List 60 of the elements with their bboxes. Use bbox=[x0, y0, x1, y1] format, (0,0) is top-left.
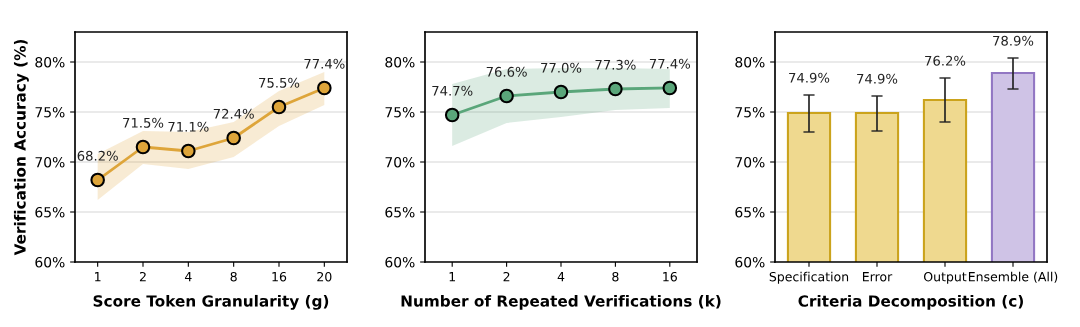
x-tick-label: 16 bbox=[272, 271, 287, 282]
data-label: 77.3% bbox=[595, 59, 636, 70]
x-axis-title: Score Token Granularity (g) bbox=[93, 294, 329, 310]
point bbox=[317, 80, 332, 96]
y-tick-label: 60% bbox=[385, 256, 415, 268]
y-tick-label: 75% bbox=[385, 106, 415, 118]
point bbox=[499, 88, 514, 104]
y-tick-label: 70% bbox=[35, 156, 65, 168]
x-tick-label: Specification bbox=[769, 271, 849, 284]
x-tick-label: 2 bbox=[503, 271, 510, 282]
y-tick-label: 75% bbox=[35, 106, 65, 118]
data-label: 72.4% bbox=[213, 108, 254, 119]
x-tick-label: Output bbox=[923, 271, 967, 284]
y-tick-label: 75% bbox=[735, 106, 765, 118]
y-tick-label: 80% bbox=[735, 56, 765, 68]
y-tick-label: 80% bbox=[385, 56, 415, 68]
x-tick-label: 4 bbox=[557, 272, 565, 282]
x-tick-label: 2 bbox=[139, 271, 146, 282]
x-tick-label: 1 bbox=[449, 272, 456, 282]
data-label: 77.0% bbox=[541, 62, 582, 73]
x-tick-label: Ensemble (All) bbox=[968, 271, 1058, 283]
data-label: 77.4% bbox=[649, 58, 691, 69]
x-tick-label: 20 bbox=[317, 271, 332, 282]
y-tick-label: 80% bbox=[35, 56, 65, 68]
x-tick-label: 16 bbox=[663, 271, 677, 282]
data-label: 78.9% bbox=[993, 35, 1034, 46]
y-tick-label: 65% bbox=[35, 206, 65, 218]
data-label: 68.2% bbox=[77, 150, 118, 161]
point bbox=[226, 130, 241, 146]
data-label: 71.1% bbox=[168, 121, 209, 132]
y-tick-label: 70% bbox=[385, 156, 415, 168]
data-label: 76.6% bbox=[486, 66, 527, 77]
point bbox=[608, 81, 623, 97]
y-tick-label: 65% bbox=[735, 206, 765, 218]
x-tick-label: 8 bbox=[230, 271, 237, 282]
point bbox=[90, 172, 105, 188]
data-label: 76.2% bbox=[925, 55, 966, 66]
y-tick-label: 65% bbox=[385, 206, 415, 218]
data-label: 75.5% bbox=[259, 77, 300, 88]
data-label: 74.9% bbox=[789, 72, 830, 83]
data-label: 74.9% bbox=[857, 73, 898, 84]
y-tick-label: 60% bbox=[35, 256, 65, 268]
point bbox=[135, 139, 151, 155]
x-axis-title: Criteria Decomposition (c) bbox=[798, 294, 1023, 310]
point bbox=[662, 80, 678, 96]
data-label: 71.5% bbox=[123, 117, 164, 128]
y-tick-label: 70% bbox=[735, 156, 765, 168]
point bbox=[444, 107, 460, 123]
y-tick-label: 60% bbox=[735, 256, 765, 268]
x-tick-label: Error bbox=[863, 272, 893, 282]
data-label: 74.7% bbox=[432, 85, 473, 96]
y-axis-title: Verification Accuracy (%) bbox=[13, 39, 29, 256]
data-label: 77.4% bbox=[304, 58, 345, 69]
point bbox=[181, 143, 196, 159]
x-tick-label: 1 bbox=[95, 272, 101, 282]
x-axis-title: Number of Repeated Verifications (k) bbox=[401, 294, 721, 310]
x-tick-label: 4 bbox=[184, 272, 192, 282]
point bbox=[553, 84, 569, 100]
x-tick-label: 8 bbox=[612, 271, 619, 282]
point bbox=[271, 99, 287, 115]
